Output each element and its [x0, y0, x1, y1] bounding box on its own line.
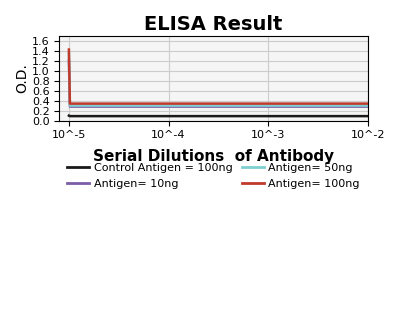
X-axis label: Serial Dilutions  of Antibody: Serial Dilutions of Antibody — [93, 149, 334, 164]
Legend: Control Antigen = 100ng, Antigen= 10ng, Antigen= 50ng, Antigen= 100ng: Control Antigen = 100ng, Antigen= 10ng, … — [63, 159, 364, 193]
Title: ELISA Result: ELISA Result — [144, 15, 283, 34]
Y-axis label: O.D.: O.D. — [15, 63, 29, 93]
